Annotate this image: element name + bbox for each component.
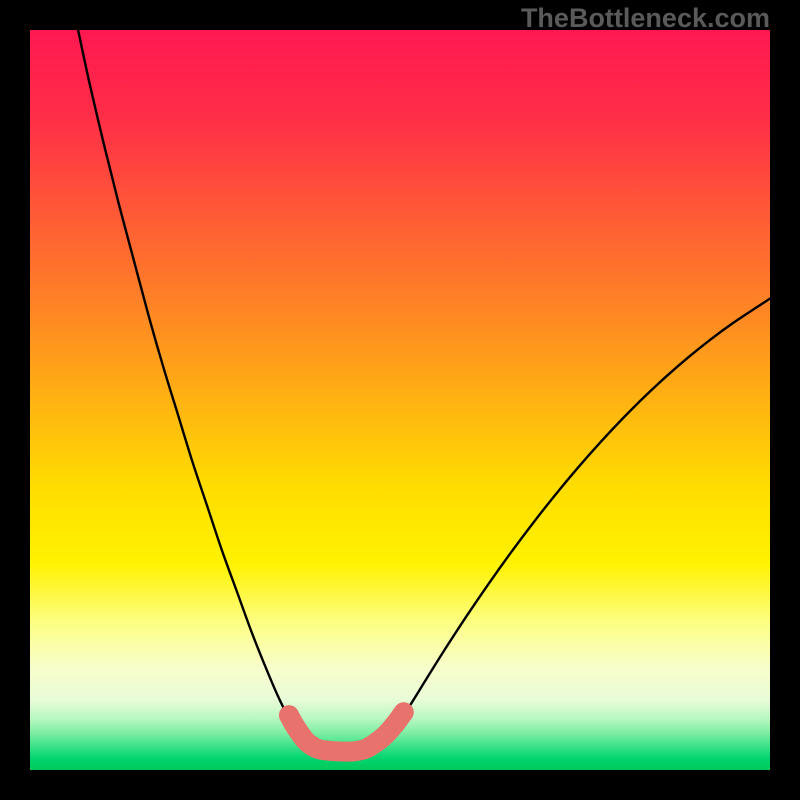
bottleneck-curves — [30, 30, 770, 770]
plot-area — [30, 30, 770, 770]
marker-bead — [394, 702, 414, 722]
watermark-text: TheBottleneck.com — [521, 3, 770, 34]
marker-blob — [289, 712, 404, 751]
chart-frame: TheBottleneck.com — [0, 0, 800, 800]
left-bottleneck-curve — [78, 30, 352, 752]
marker-bead — [286, 717, 306, 737]
right-bottleneck-curve — [352, 299, 770, 752]
